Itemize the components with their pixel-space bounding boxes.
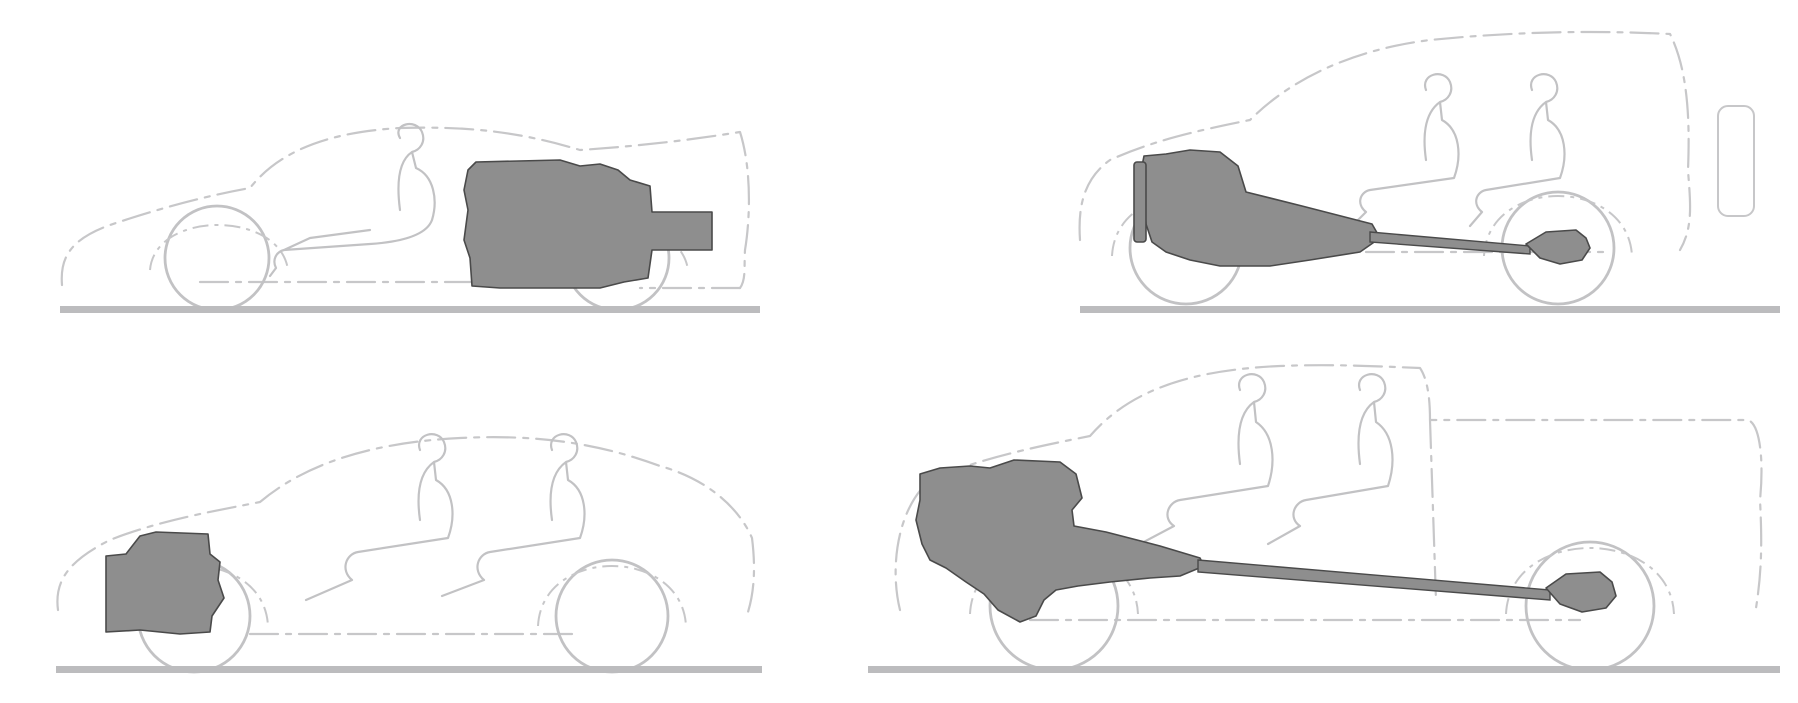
- panel-suv: [1078, 30, 1780, 313]
- sedan-driver: [304, 433, 454, 602]
- suv-spare-tire: [1717, 105, 1755, 217]
- sedan-rear-wheel: [537, 558, 687, 674]
- sedan-engine-transaxle: [105, 531, 225, 635]
- panel-sports-car: [60, 122, 760, 313]
- pickup-body-outline: [894, 364, 1763, 622]
- suv-driver: [1350, 73, 1460, 228]
- sedan-rear-passenger: [440, 433, 586, 598]
- sports-car-ground-line: [60, 306, 760, 313]
- sedan-body-outline: [56, 436, 756, 636]
- suv-ground-line: [1080, 306, 1780, 313]
- pickup-engine-and-gearbox: [915, 459, 1205, 623]
- pickup-ground-line: [868, 666, 1780, 673]
- suv-rear-differential: [1525, 229, 1591, 265]
- suv-driveshaft: [1369, 231, 1531, 255]
- suv-engine-and-gearbox: [1133, 149, 1381, 267]
- panel-pickup: [868, 364, 1780, 673]
- sports-car-engine: [463, 159, 713, 289]
- suv-rear-passenger: [1468, 73, 1566, 228]
- pickup-driver: [1138, 373, 1274, 546]
- sports-car-body-outline: [60, 126, 751, 290]
- sedan-ground-line: [56, 666, 762, 673]
- panel-sedan: [56, 433, 762, 674]
- pickup-rear-passenger: [1266, 373, 1394, 546]
- pickup-driveshaft: [1197, 559, 1551, 601]
- sports-car-driver: [268, 122, 436, 278]
- sports-car-front-wheel: [149, 204, 289, 312]
- pickup-rear-differential: [1545, 571, 1617, 613]
